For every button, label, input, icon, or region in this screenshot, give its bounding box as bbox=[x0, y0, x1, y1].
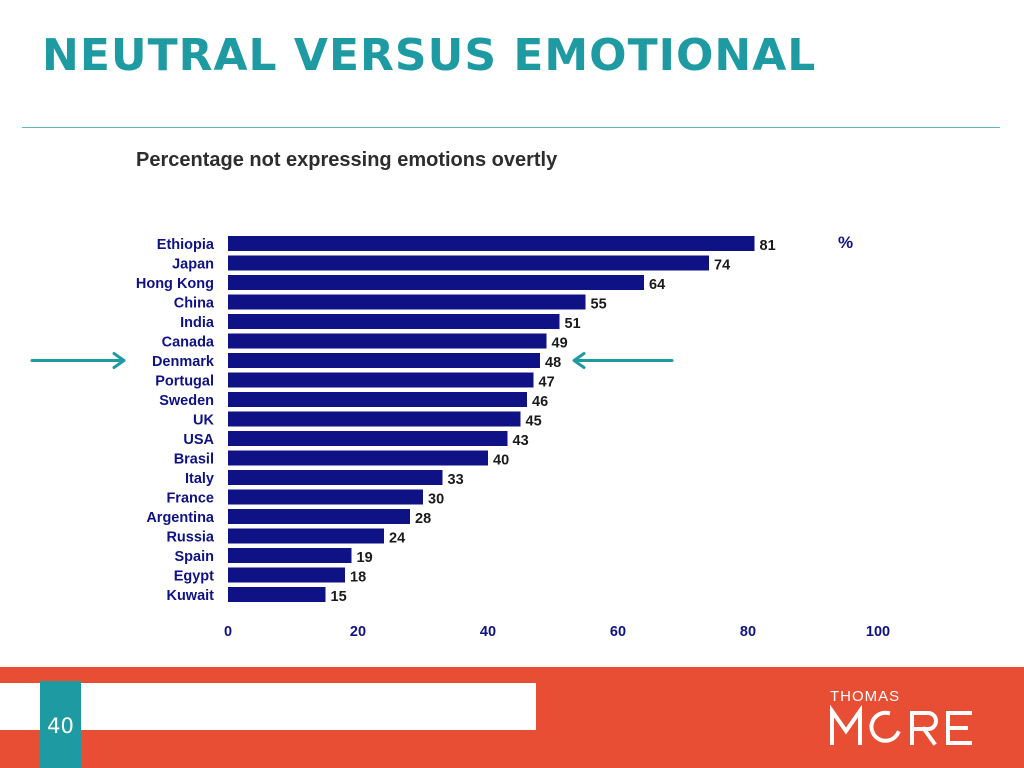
x-tick-label: 20 bbox=[350, 624, 366, 640]
bar bbox=[228, 392, 527, 407]
category-label: Hong Kong bbox=[136, 276, 214, 292]
category-label: Italy bbox=[185, 471, 214, 487]
category-label: Spain bbox=[175, 549, 214, 565]
category-label: Japan bbox=[172, 257, 214, 273]
unit-label: % bbox=[838, 233, 853, 252]
value-label: 40 bbox=[493, 453, 509, 469]
bar bbox=[228, 333, 547, 349]
category-label: Portugal bbox=[155, 374, 214, 390]
bar bbox=[228, 548, 352, 563]
category-label: Kuwait bbox=[166, 588, 214, 604]
value-label: 48 bbox=[545, 355, 561, 371]
bar bbox=[228, 275, 644, 290]
x-tick-label: 80 bbox=[740, 624, 756, 640]
value-label: 81 bbox=[760, 238, 776, 254]
value-label: 46 bbox=[532, 394, 548, 410]
value-label: 74 bbox=[714, 258, 730, 274]
bar bbox=[228, 314, 560, 329]
category-label: Russia bbox=[166, 530, 214, 546]
value-label: 24 bbox=[389, 531, 405, 547]
category-label: Ethiopia bbox=[157, 237, 215, 253]
category-label: France bbox=[166, 491, 214, 507]
x-tick-label: 100 bbox=[866, 624, 890, 640]
category-label: Egypt bbox=[174, 569, 214, 585]
category-label: Brasil bbox=[174, 452, 214, 468]
value-label: 45 bbox=[526, 414, 542, 430]
bar bbox=[228, 528, 384, 544]
bar bbox=[228, 411, 521, 427]
category-label: UK bbox=[193, 413, 214, 429]
bar bbox=[228, 431, 508, 446]
chart-title: Percentage not expressing emotions overt… bbox=[136, 149, 558, 171]
category-label: China bbox=[174, 296, 215, 312]
bar bbox=[228, 470, 443, 485]
value-label: 18 bbox=[350, 570, 366, 586]
bar bbox=[228, 587, 326, 602]
bar bbox=[228, 509, 410, 524]
value-label: 55 bbox=[591, 297, 607, 313]
title-divider bbox=[22, 127, 1000, 128]
footer-white-strip bbox=[0, 683, 536, 730]
logo-more-lettering bbox=[830, 704, 972, 746]
category-label: Sweden bbox=[159, 393, 214, 409]
bar bbox=[228, 489, 423, 505]
bar bbox=[228, 255, 709, 271]
bar bbox=[228, 372, 534, 388]
bar bbox=[228, 353, 540, 368]
logo-text-thomas: THOMAS bbox=[830, 688, 900, 705]
value-label: 64 bbox=[649, 277, 665, 293]
value-label: 19 bbox=[357, 550, 373, 566]
bar bbox=[228, 294, 586, 310]
value-label: 15 bbox=[331, 589, 347, 605]
x-tick-label: 40 bbox=[480, 624, 496, 640]
value-label: 28 bbox=[415, 511, 431, 527]
x-tick-label: 0 bbox=[224, 624, 232, 640]
value-label: 47 bbox=[539, 375, 555, 391]
bar bbox=[228, 567, 345, 583]
value-label: 33 bbox=[448, 472, 464, 488]
category-label: Argentina bbox=[146, 510, 215, 526]
slide-title: NEUTRAL VERSUS EMOTIONAL bbox=[42, 30, 817, 81]
category-label: Denmark bbox=[152, 354, 215, 370]
category-label: India bbox=[180, 315, 215, 331]
value-label: 51 bbox=[565, 316, 581, 332]
bar bbox=[228, 236, 755, 251]
value-label: 49 bbox=[552, 336, 568, 352]
thomas-more-logo: THOMAS bbox=[830, 688, 972, 746]
bar-chart: Ethiopia 81 Japan 74 Hong Kong 64 China 55 India… bbox=[30, 233, 890, 640]
left-arrow-head bbox=[112, 352, 126, 369]
page-number-box bbox=[40, 681, 81, 768]
category-label: Canada bbox=[162, 335, 215, 351]
value-label: 43 bbox=[513, 433, 529, 449]
page-number: 40 bbox=[47, 714, 74, 738]
category-label: USA bbox=[183, 432, 214, 448]
x-tick-label: 60 bbox=[610, 624, 626, 640]
value-label: 30 bbox=[428, 492, 444, 508]
bar bbox=[228, 450, 488, 466]
right-arrow-head bbox=[572, 352, 586, 369]
